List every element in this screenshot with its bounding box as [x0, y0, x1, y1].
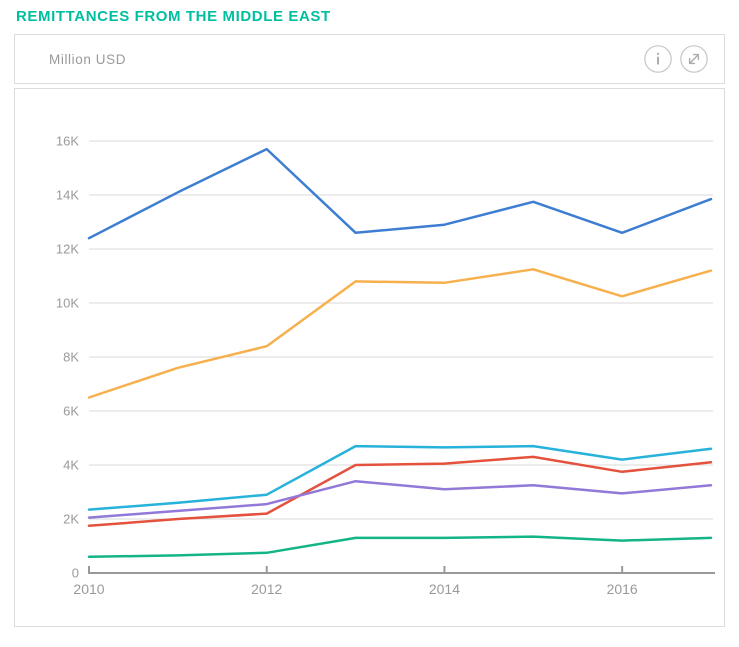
y-axis-labels: 0 2K 4K 6K 8K 10K 12K 14K 16K: [56, 134, 79, 581]
svg-text:4K: 4K: [63, 458, 79, 473]
chart-header-card: Million USD: [14, 34, 725, 84]
series-purple: [87, 479, 713, 519]
svg-text:2012: 2012: [251, 581, 282, 597]
expand-icon: [680, 45, 708, 73]
info-button[interactable]: [644, 45, 672, 73]
expand-button[interactable]: [680, 45, 708, 73]
chart-card: 0 2K 4K 6K 8K 10K 12K 14K 16K 2010 2012 2014 2016: [14, 88, 725, 627]
svg-text:6K: 6K: [63, 404, 79, 419]
series-cyan: [87, 444, 713, 511]
info-icon: [644, 45, 672, 73]
gridlines: [89, 140, 713, 520]
svg-text:2010: 2010: [73, 581, 104, 597]
svg-text:10K: 10K: [56, 296, 79, 311]
svg-text:14K: 14K: [56, 188, 79, 203]
svg-text:8K: 8K: [63, 350, 79, 365]
x-axis-labels: 2010 2012 2014 2016: [73, 581, 638, 597]
series-red: [87, 455, 713, 528]
svg-text:16K: 16K: [56, 134, 79, 149]
series-amber: [87, 268, 713, 399]
svg-text:2K: 2K: [63, 512, 79, 527]
header-icons: [644, 45, 708, 73]
line-chart: 0 2K 4K 6K 8K 10K 12K 14K 16K 2010 2012 2014 2016: [56, 134, 715, 597]
x-axis: [88, 566, 715, 574]
series-lines: [87, 147, 713, 559]
svg-text:12K: 12K: [56, 242, 79, 257]
series-green: [87, 535, 713, 559]
series-blue: [87, 147, 713, 240]
units-label: Million USD: [49, 51, 127, 67]
svg-text:2016: 2016: [607, 581, 638, 597]
svg-text:0: 0: [72, 566, 79, 581]
page-title: REMITTANCES FROM THE MIDDLE EAST: [16, 8, 331, 25]
svg-text:2014: 2014: [429, 581, 460, 597]
